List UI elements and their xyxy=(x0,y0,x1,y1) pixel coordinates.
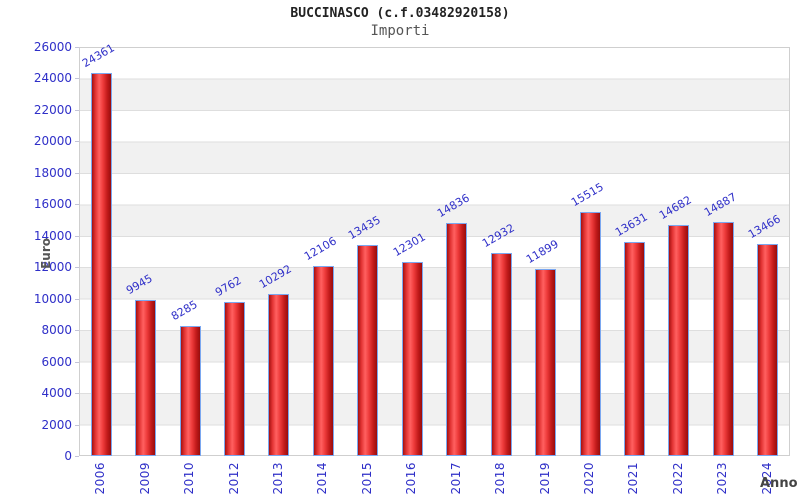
y-tick-mark xyxy=(75,393,79,395)
bar xyxy=(180,326,201,456)
bar xyxy=(668,225,689,456)
bar xyxy=(491,253,512,456)
y-tick-label: 8000 xyxy=(41,323,72,338)
y-tick-mark xyxy=(75,78,79,80)
y-tick-label: 24000 xyxy=(33,71,72,86)
y-tick-label: 26000 xyxy=(33,40,72,54)
y-tick-label: 2000 xyxy=(41,417,72,432)
x-tick-label: 2018 xyxy=(493,462,508,495)
y-tick-label: 6000 xyxy=(41,354,72,369)
bar xyxy=(313,266,334,456)
chart-subtitle: Importi xyxy=(370,23,430,39)
bar xyxy=(402,262,423,456)
y-tick-mark xyxy=(75,298,79,300)
y-tick-label: 12000 xyxy=(33,260,72,275)
y-tick-label: 4000 xyxy=(41,386,72,401)
x-tick-label: 2006 xyxy=(93,462,108,495)
y-tick-mark xyxy=(75,141,79,143)
x-tick-label: 2021 xyxy=(626,462,641,495)
x-tick-label: 2019 xyxy=(537,462,552,495)
y-tick-label: 22000 xyxy=(33,102,72,117)
bar xyxy=(446,223,467,456)
bar xyxy=(268,294,289,456)
x-tick-label: 2009 xyxy=(137,462,152,495)
y-tick-label: 10000 xyxy=(33,291,72,306)
x-tick-label: 2016 xyxy=(404,462,419,495)
y-tick-mark xyxy=(75,204,79,206)
y-tick-mark xyxy=(75,172,79,174)
y-tick-label: 18000 xyxy=(33,165,72,180)
y-tick-mark xyxy=(75,235,79,237)
y-tick-mark xyxy=(75,361,79,363)
bar xyxy=(91,73,112,456)
y-tick-mark xyxy=(75,109,79,111)
x-axis-title: Anno xyxy=(760,476,798,491)
bar xyxy=(135,300,156,456)
x-tick-label: 2012 xyxy=(226,462,241,495)
x-tick-label: 2013 xyxy=(270,462,285,495)
x-tick-label: 2015 xyxy=(359,462,374,495)
y-tick-label: 16000 xyxy=(33,197,72,212)
chart-title: BUCCINASCO (c.f.03482920158) xyxy=(290,6,510,21)
bar xyxy=(757,244,778,456)
bar xyxy=(624,242,645,456)
y-tick-label: 0 xyxy=(64,449,72,463)
x-tick-label: 2023 xyxy=(715,462,730,495)
x-tick-label: 2010 xyxy=(182,462,197,495)
y-tick-mark xyxy=(75,456,79,457)
bar xyxy=(224,302,245,456)
y-tick-mark xyxy=(75,47,79,48)
bar xyxy=(580,212,601,456)
x-tick-label: 2017 xyxy=(448,462,463,495)
y-tick-label: 20000 xyxy=(33,134,72,149)
bar xyxy=(713,222,734,456)
bar xyxy=(535,269,556,456)
x-tick-label: 2014 xyxy=(315,462,330,495)
bar xyxy=(357,245,378,456)
x-tick-label: 2020 xyxy=(582,462,597,495)
y-tick-label: 14000 xyxy=(33,228,72,243)
y-tick-mark xyxy=(75,267,79,269)
y-tick-mark xyxy=(75,330,79,332)
x-tick-label: 2022 xyxy=(670,462,685,495)
y-tick-mark xyxy=(75,424,79,426)
y-axis-title: Euro xyxy=(39,238,53,269)
